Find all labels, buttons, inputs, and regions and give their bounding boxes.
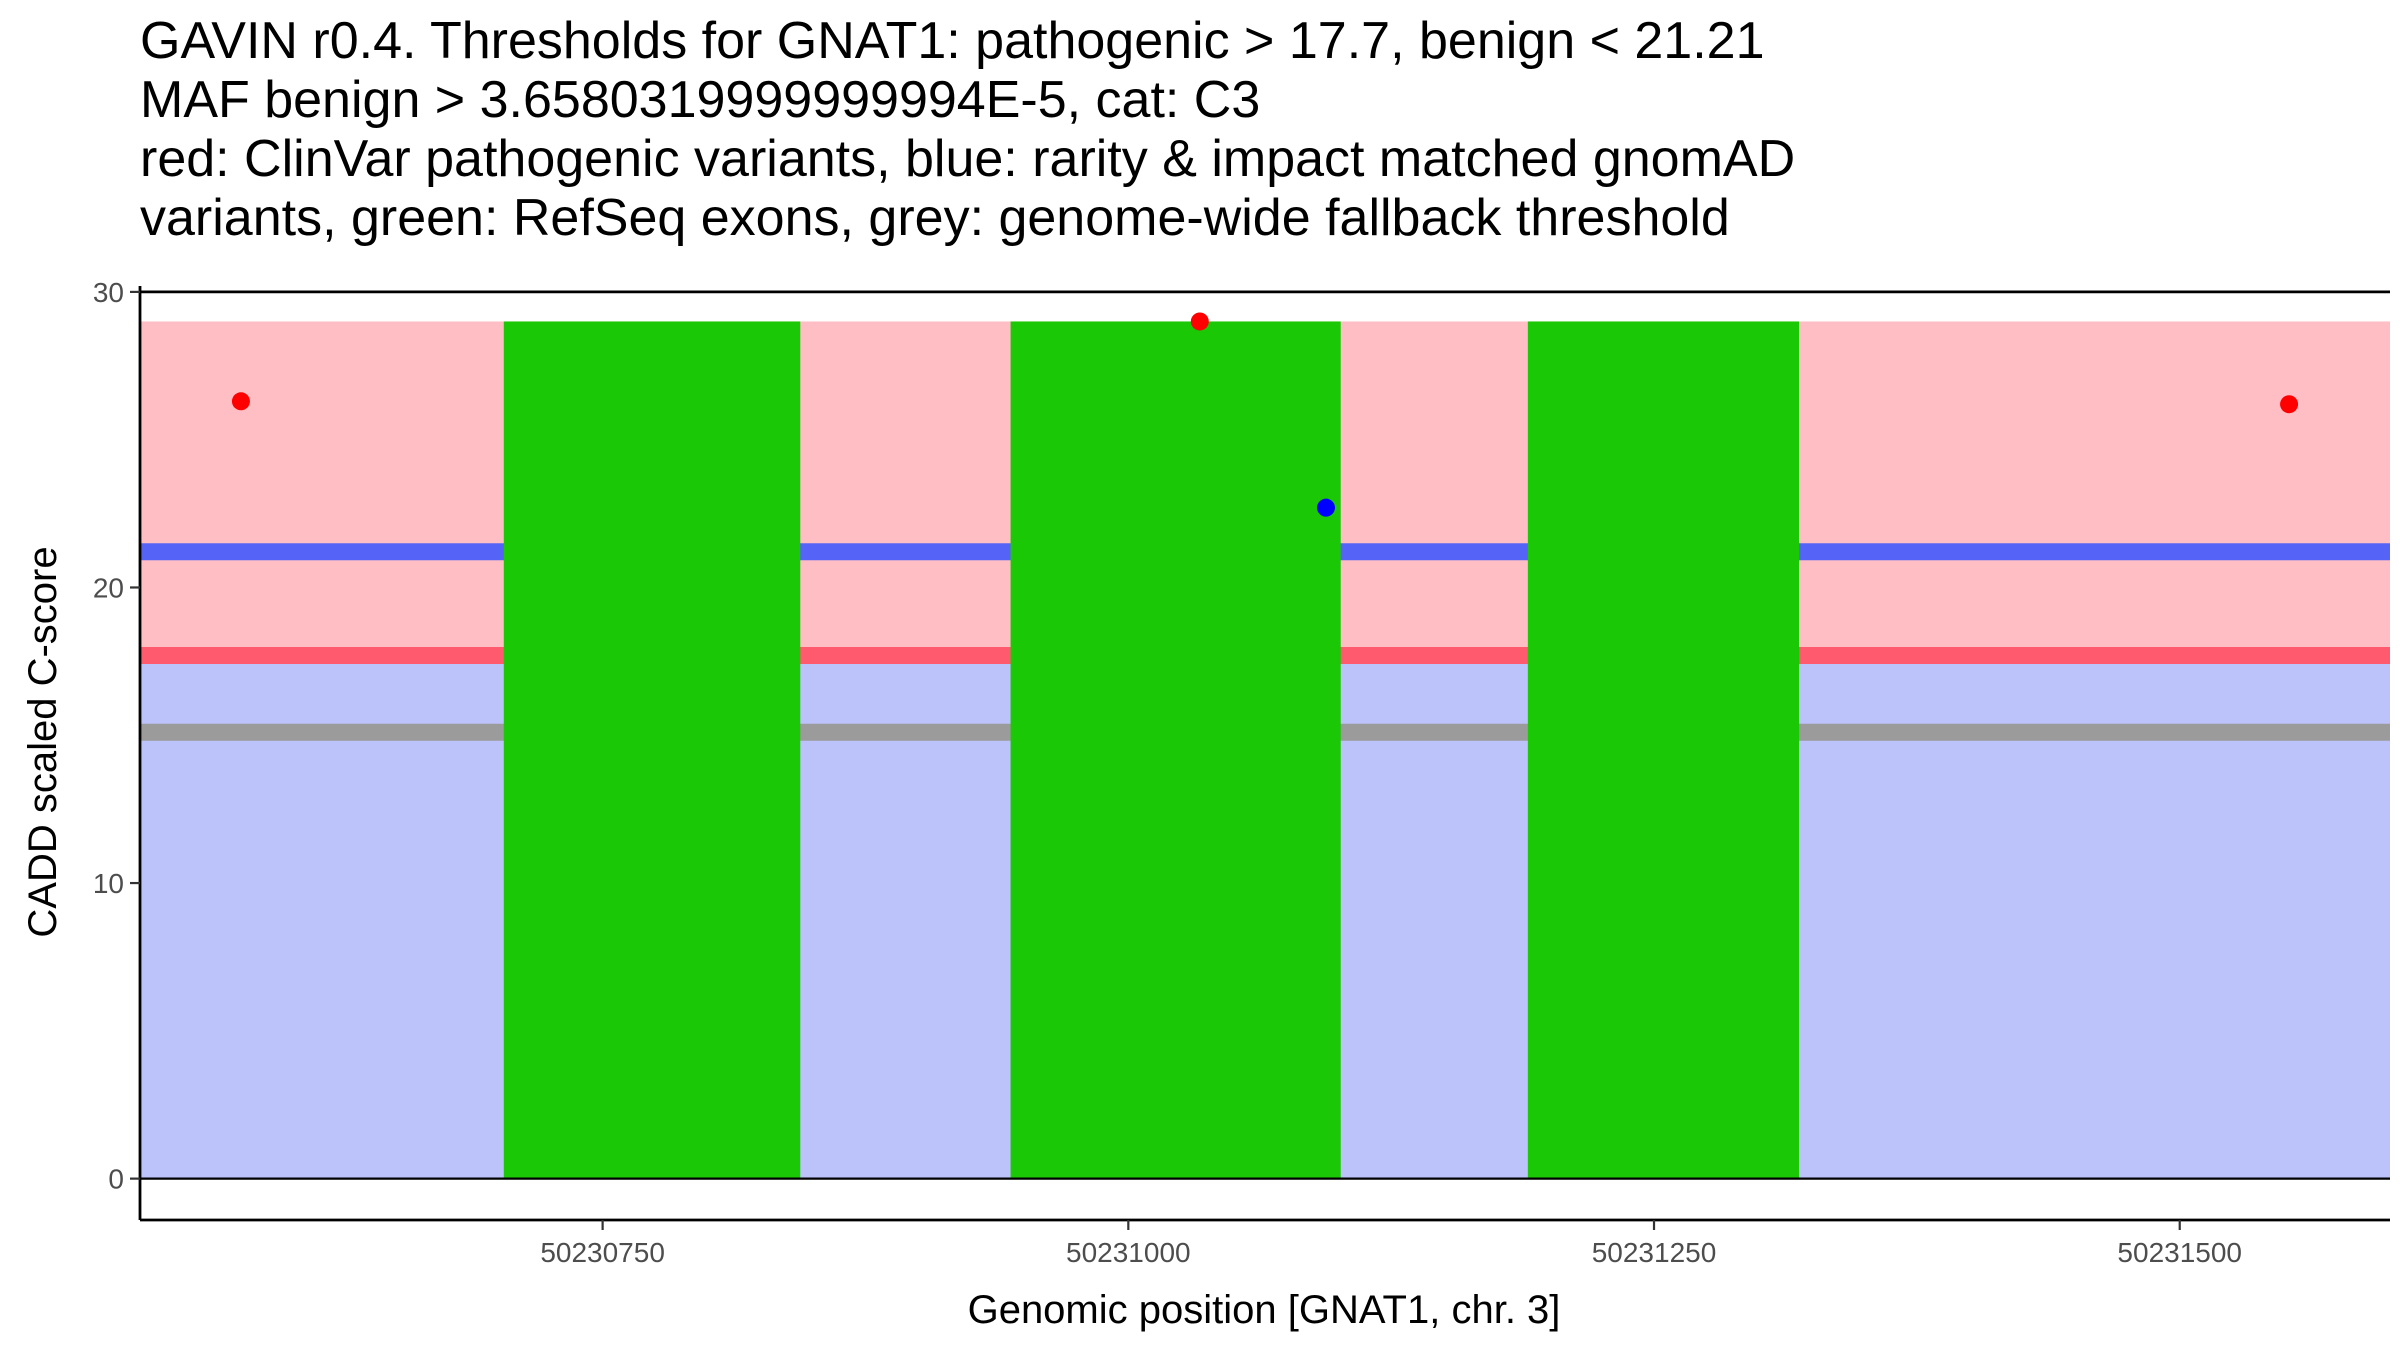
y-tick-label-10: 10	[93, 868, 124, 899]
y-tick-label-0: 0	[108, 1164, 124, 1195]
axes: 0 10 20 30 50230750 50231000 50231250 50231500	[93, 277, 2390, 1268]
exon-bar-3	[1527, 321, 1800, 1179]
clinvar-point-3	[2280, 395, 2299, 414]
y-tick-label-30: 30	[93, 277, 124, 308]
y-tick-label-20: 20	[93, 572, 124, 603]
x-tick-label-50231000: 50231000	[1066, 1237, 1191, 1268]
x-tick-label-50231250: 50231250	[1592, 1237, 1717, 1268]
exon-bars	[503, 321, 1800, 1179]
y-axis-title: CADD scaled C-score	[21, 546, 65, 937]
title-line-2: MAF benign > 3.6580319999999994E-5, cat:…	[140, 71, 1261, 129]
clinvar-point-2	[1190, 312, 1209, 331]
variant-points	[231, 312, 2299, 517]
chart-title: GAVIN r0.4. Thresholds for GNAT1: pathog…	[140, 12, 1795, 248]
title-line-4: variants, green: RefSeq exons, grey: gen…	[140, 189, 1730, 247]
title-line-3: red: ClinVar pathogenic variants, blue: …	[140, 130, 1796, 188]
clinvar-point-1	[231, 392, 250, 411]
x-tick-label-50230750: 50230750	[540, 1237, 665, 1268]
exon-bar-2	[1010, 321, 1341, 1179]
x-axis-title: Genomic position [GNAT1, chr. 3]	[968, 1288, 1561, 1332]
exon-bar-1	[503, 321, 801, 1179]
gnomad-point-1	[1316, 498, 1335, 517]
title-line-1: GAVIN r0.4. Thresholds for GNAT1: pathog…	[140, 12, 1765, 70]
x-tick-label-50231500: 50231500	[2117, 1237, 2242, 1268]
